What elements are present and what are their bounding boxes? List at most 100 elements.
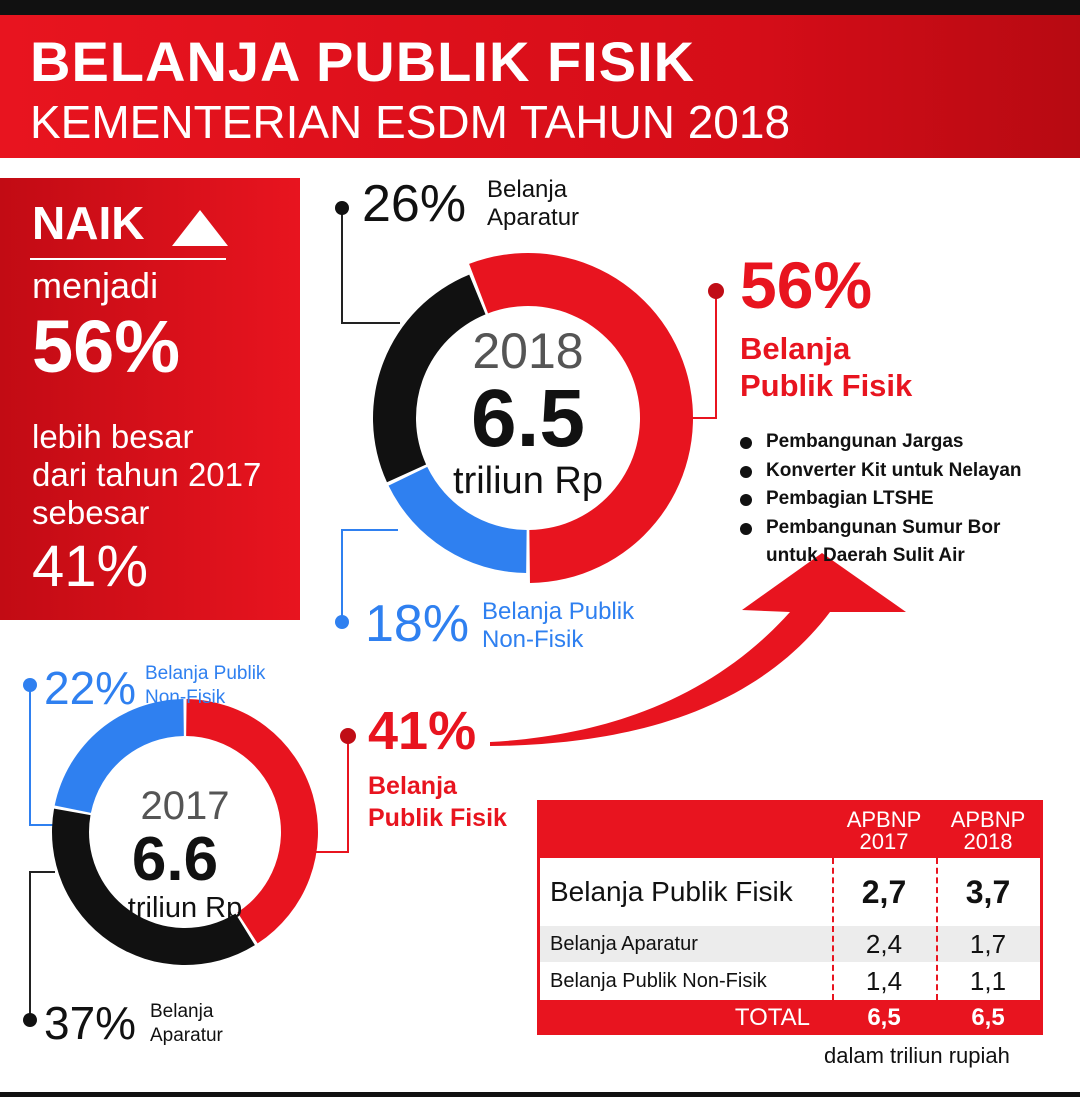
comparison-line: lebih besar (32, 418, 194, 455)
cell-2017: 6,5 (867, 1003, 901, 1031)
unit-2018: triliun Rp (453, 460, 603, 502)
col-2018-header: APBNP 2018 (936, 806, 1040, 854)
label-line: Non-Fisik (145, 687, 226, 708)
dot-fisik-2017 (340, 728, 356, 744)
fisik-2017-pct: 41% (368, 701, 477, 761)
list-item: Konverter Kit untuk Nelayan (740, 457, 1022, 486)
title: BELANJA PUBLIK FISIK (30, 30, 696, 93)
list-item: Pembangunan Jargas (740, 428, 1022, 457)
bottom-bar (0, 1092, 1080, 1097)
label-line: Belanja Publik (145, 663, 266, 684)
header-line: APBNP (950, 806, 1026, 832)
total-2017: 6.6 (131, 825, 219, 894)
leader-nonfisik-2018 (341, 529, 398, 622)
label-line: Non-Fisik (482, 626, 584, 653)
comparison-text: lebih besar dari tahun 2017 sebesar (32, 418, 261, 532)
leader-aparatur-2017 (29, 871, 55, 1020)
table-total-row: TOTAL 6,5 6,5 (540, 1000, 1040, 1035)
leader-nonfisik-2017 (29, 685, 55, 826)
header-line: APBNP (846, 806, 922, 832)
comparison-line: sebesar (32, 494, 150, 531)
label-line: Publik Fisik (368, 804, 507, 832)
up-triangle-icon (172, 210, 228, 246)
fisik-2018-label: Belanja Publik Fisik (740, 330, 980, 404)
aparatur-2018-pct: 26% (362, 175, 467, 233)
table-row: Belanja Publik Non-Fisik 1,4 1,1 (540, 962, 1040, 1000)
nonfisik-2017-pct: 22% (44, 662, 137, 714)
menjadi-label: menjadi (32, 265, 159, 306)
nonfisik-2018-pct: 18% (365, 595, 470, 653)
list-item: Pembangunan Sumur Bor (740, 514, 1022, 543)
aparatur-2017-pct: 37% (44, 997, 137, 1049)
table-row: Belanja Publik Fisik 2,7 3,7 (540, 858, 1040, 926)
cell-2017: 2,7 (861, 873, 907, 910)
summary-box: NAIK menjadi 56% lebih besar dari tahun … (0, 178, 300, 620)
label-line: Aparatur (487, 204, 580, 231)
donut-slice-belanja-publik-fisik (469, 252, 694, 583)
growth-arrow (490, 553, 906, 746)
leader-aparatur-2018 (341, 208, 400, 324)
label-line: Belanja (740, 331, 851, 366)
budget-table: APBNP 2017 APBNP 2018 Belanja Publik Fisik… (537, 800, 1043, 1035)
donut-slice-belanja-publik-fisik (186, 699, 319, 944)
row-label: TOTAL (734, 1003, 810, 1031)
col-2017-header: APBNP 2017 (832, 806, 936, 854)
cell-2017: 1,4 (865, 965, 903, 996)
year-2017: 2017 (140, 784, 230, 828)
list-item: Pembagian LTSHE (740, 485, 1022, 514)
label-line: Belanja (368, 772, 457, 800)
unit-note: dalam triliun rupiah (824, 1043, 1010, 1068)
leader-fisik-2018 (690, 291, 717, 419)
donut-2017 (52, 699, 319, 965)
label-line: Publik Fisik (740, 368, 913, 403)
table-row: Belanja Aparatur 2,4 1,7 (540, 926, 1040, 962)
aparatur-2018-label: Belanja Aparatur (487, 176, 579, 232)
donut-slice-belanja-aparatur (52, 808, 255, 965)
program-list: Pembangunan Jargas Konverter Kit untuk N… (740, 428, 1022, 571)
subtitle: KEMENTERIAN ESDM TAHUN 2018 (30, 96, 791, 148)
aparatur-2017-label: Belanja Aparatur (150, 1000, 223, 1048)
label-line: Belanja (487, 176, 568, 203)
comparison-line: dari tahun 2017 (32, 456, 262, 493)
list-item-continuation: untuk Daerah Sulit Air (766, 545, 965, 566)
dot-fisik-2018 (708, 283, 724, 299)
header-line: 2017 (859, 828, 909, 854)
nonfisik-2017-label: Belanja Publik Non-Fisik (145, 662, 265, 710)
donut-slice-belanja-aparatur (372, 274, 486, 483)
row-label: Belanja Publik Non-Fisik (550, 969, 767, 992)
divider (30, 258, 226, 260)
cell-2018: 1,7 (969, 928, 1007, 959)
fisik-2018-pct: 56% (740, 248, 873, 322)
dot-aparatur-2017 (23, 1013, 37, 1027)
label-line: Belanja (150, 1001, 214, 1022)
cell-2018: 3,7 (965, 873, 1011, 910)
cell-2018: 1,1 (969, 965, 1007, 996)
year-2018: 2018 (472, 323, 584, 379)
dot-aparatur-2018 (335, 201, 349, 215)
header-line: 2018 (963, 828, 1013, 854)
old-percent: 41% (32, 534, 149, 599)
table-header: APBNP 2017 APBNP 2018 (540, 803, 1040, 858)
naik-label: NAIK (32, 197, 145, 249)
top-bar (0, 0, 1080, 15)
label-line: Belanja Publik (482, 598, 635, 625)
leader-fisik-2017 (315, 736, 349, 853)
donut-2018 (372, 252, 694, 583)
label-line: Aparatur (150, 1025, 223, 1046)
header-banner: BELANJA PUBLIK FISIK KEMENTERIAN ESDM TA… (0, 15, 1080, 158)
dot-nonfisik-2018 (335, 615, 349, 629)
dot-nonfisik-2017 (23, 678, 37, 692)
cell-2018: 6,5 (971, 1003, 1005, 1031)
nonfisik-2018-label: Belanja Publik Non-Fisik (482, 598, 634, 654)
cell-2017: 2,4 (865, 928, 903, 959)
row-label: Belanja Aparatur (550, 932, 698, 955)
column-divider (832, 858, 834, 1000)
donut-slice-belanja-publik-non-fisik (388, 466, 527, 573)
new-percent: 56% (32, 305, 181, 388)
fisik-2017-label: Belanja Publik Fisik (368, 770, 507, 834)
column-divider (936, 858, 938, 1000)
unit-2017: triliun Rp (127, 892, 243, 924)
total-2018: 6.5 (471, 373, 585, 464)
row-label: Belanja Publik Fisik (550, 876, 793, 907)
